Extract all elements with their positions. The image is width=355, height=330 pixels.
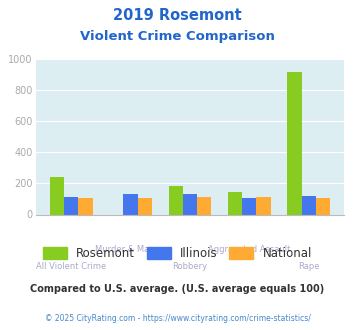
Bar bbox=[64, 197, 78, 214]
Legend: Rosemont, Illinois, National: Rosemont, Illinois, National bbox=[38, 242, 317, 264]
Text: Robbery: Robbery bbox=[173, 262, 207, 271]
Text: Rape: Rape bbox=[298, 262, 320, 271]
Bar bbox=[50, 177, 64, 214]
Text: All Violent Crime: All Violent Crime bbox=[36, 262, 106, 271]
Bar bbox=[256, 197, 271, 215]
Text: Aggravated Assault: Aggravated Assault bbox=[208, 245, 290, 254]
Bar bbox=[183, 194, 197, 214]
Bar bbox=[197, 197, 211, 215]
Bar bbox=[316, 198, 330, 214]
Text: Violent Crime Comparison: Violent Crime Comparison bbox=[80, 30, 275, 43]
Bar bbox=[302, 196, 316, 214]
Bar bbox=[242, 198, 256, 214]
Text: © 2025 CityRating.com - https://www.cityrating.com/crime-statistics/: © 2025 CityRating.com - https://www.city… bbox=[45, 314, 310, 323]
Bar bbox=[287, 72, 302, 215]
Bar bbox=[78, 198, 93, 214]
Bar bbox=[138, 198, 152, 214]
Bar bbox=[228, 191, 242, 214]
Text: 2019 Rosemont: 2019 Rosemont bbox=[113, 8, 242, 23]
Text: Murder & Mans...: Murder & Mans... bbox=[94, 245, 166, 254]
Bar bbox=[124, 194, 138, 214]
Bar bbox=[169, 186, 183, 215]
Text: Compared to U.S. average. (U.S. average equals 100): Compared to U.S. average. (U.S. average … bbox=[31, 284, 324, 294]
